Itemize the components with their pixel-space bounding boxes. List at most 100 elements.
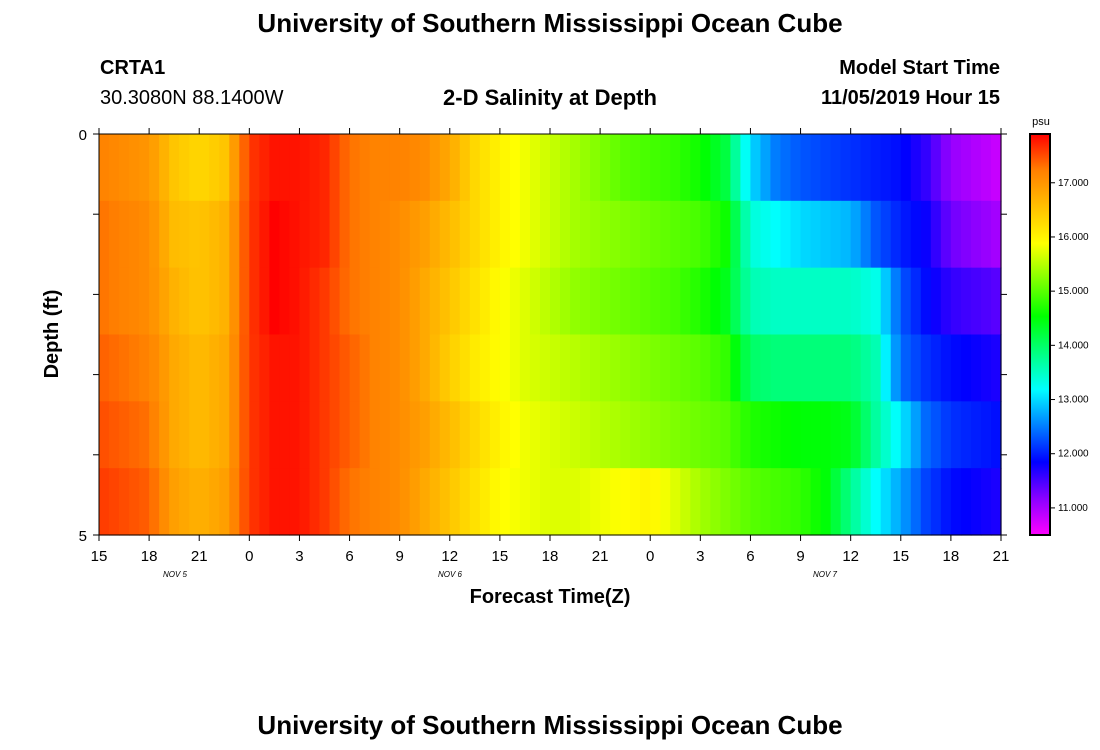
heatmap-cell [409, 468, 421, 536]
heatmap-cell [249, 468, 260, 536]
heatmap-cell [600, 267, 611, 336]
heatmap-cell [910, 267, 922, 336]
heatmap-cell [990, 401, 1002, 469]
heatmap-cell [690, 401, 701, 469]
heatmap-cell [810, 468, 822, 536]
heatmap-cell [910, 468, 922, 536]
heatmap-cell [680, 267, 691, 336]
heatmap-cell [289, 200, 301, 269]
x-tick-label: 0 [245, 548, 253, 565]
heatmap-cell [389, 401, 401, 469]
heatmap-cell [620, 200, 631, 269]
heatmap-cell [910, 334, 922, 402]
heatmap-cell [710, 134, 721, 202]
heatmap-cell [339, 401, 351, 469]
heatmap-cell [439, 200, 451, 269]
heatmap-cell [880, 200, 892, 269]
x-tick-label: 9 [796, 548, 804, 565]
plot-title: 2-D Salinity at Depth [443, 85, 657, 110]
heatmap-cell [479, 267, 491, 336]
heatmap-cell [379, 468, 391, 536]
heatmap-cell [219, 401, 230, 469]
heatmap-cell [99, 134, 110, 202]
heatmap-cell [99, 200, 110, 269]
heatmap-cell [219, 200, 230, 269]
heatmap-cell [830, 200, 842, 269]
heatmap-cell [750, 401, 762, 469]
heatmap-cell [169, 200, 180, 269]
heatmap-cell [580, 267, 591, 336]
heatmap-cell [399, 200, 411, 269]
heatmap-cell [259, 334, 270, 402]
heatmap-cell [770, 468, 782, 536]
heatmap-cell [139, 134, 150, 202]
heatmap-cell [630, 134, 641, 202]
heatmap-cell [790, 468, 802, 536]
heatmap-cell [970, 401, 982, 469]
heatmap-cell [279, 468, 291, 536]
heatmap-cell [750, 267, 762, 336]
heatmap-cell [539, 401, 551, 469]
heatmap-cell [620, 334, 631, 402]
heatmap-cell [189, 468, 200, 536]
heatmap-cell [229, 200, 240, 269]
heatmap-cell [519, 468, 531, 536]
heatmap-cell [279, 334, 291, 402]
heatmap-cell [570, 200, 581, 269]
heatmap-cell [730, 334, 742, 402]
heatmap-cell [670, 134, 681, 202]
x-month-label: NOV 5 [163, 570, 188, 579]
heatmap-cell [580, 468, 591, 536]
heatmap-cell [840, 468, 852, 536]
heatmap-cell [560, 468, 571, 536]
heatmap-cell [449, 200, 461, 269]
x-tick-label: 9 [395, 548, 403, 565]
heatmap-cell [650, 401, 661, 469]
heatmap-cell [539, 267, 551, 336]
heatmap-cell [690, 334, 701, 402]
heatmap-cell [670, 401, 681, 469]
heatmap-cell [319, 267, 331, 336]
heatmap-cell [700, 401, 711, 469]
heatmap-cell [179, 200, 190, 269]
heatmap-cell [870, 468, 882, 536]
heatmap-cell [800, 134, 812, 202]
heatmap-cell [259, 134, 270, 202]
heatmap-cell [389, 200, 401, 269]
heatmap-cell [289, 468, 301, 536]
heatmap-cell [519, 334, 531, 402]
heatmap-cell [289, 134, 301, 202]
heatmap-cell [359, 334, 371, 402]
heatmap-cell [99, 401, 110, 469]
heatmap-cell [620, 134, 631, 202]
heatmap-cell [249, 134, 260, 202]
x-tick-label: 18 [542, 548, 559, 565]
heatmap-cell [720, 200, 731, 269]
heatmap-cell [529, 267, 541, 336]
heatmap-cell [169, 401, 180, 469]
heatmap-cell [369, 200, 381, 269]
heatmap-cell [730, 134, 742, 202]
x-axis-label: Forecast Time(Z) [470, 586, 631, 608]
heatmap-cell [940, 267, 952, 336]
heatmap-cell [259, 468, 270, 536]
heatmap-cell [219, 267, 230, 336]
heatmap-cell [700, 200, 711, 269]
heatmap-cell [349, 134, 361, 202]
heatmap-cell [700, 334, 711, 402]
heatmap-cell [600, 468, 611, 536]
heatmap-cell [459, 468, 471, 536]
heatmap-cell [760, 401, 772, 469]
heatmap-cell [189, 267, 200, 336]
heatmap-cell [710, 267, 721, 336]
heatmap-cell [760, 267, 772, 336]
heatmap-cell [760, 200, 772, 269]
heatmap-cell [680, 200, 691, 269]
heatmap-cell [980, 334, 992, 402]
heatmap-cell [940, 401, 952, 469]
heatmap-cell [159, 468, 170, 536]
heatmap-cell [840, 200, 852, 269]
heatmap-cell [960, 468, 972, 536]
heatmap-cell [850, 134, 862, 202]
